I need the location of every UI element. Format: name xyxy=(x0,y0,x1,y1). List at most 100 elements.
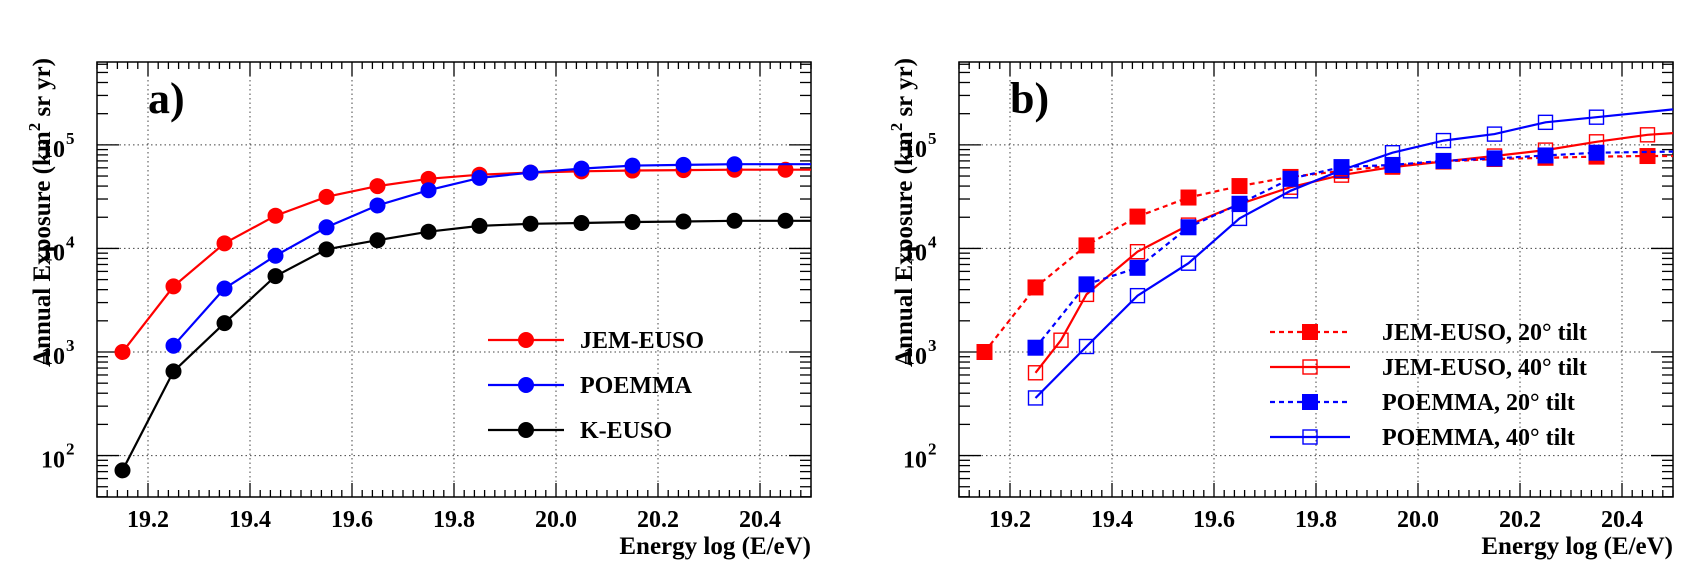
data-point: K-EUSO: 19.55, 9800 xyxy=(318,241,335,258)
legend-marker xyxy=(518,332,534,348)
y-tick-exponent: 5 xyxy=(66,129,75,148)
y-tick-exponent: 3 xyxy=(66,336,75,355)
y-tick-label: 10 xyxy=(41,240,65,266)
data-point: JEM-EUSO: 19.55, 31500 xyxy=(318,188,335,205)
data-point: POEMMA: 19.25, 1150 xyxy=(165,337,182,354)
series-poemma-20-tilt: POEMMA, 20° tilt: 19.25, 1100 POEMMA, 20°… xyxy=(1027,144,1674,356)
legend-marker xyxy=(1302,429,1318,445)
data-point: JEM-EUSO: 19.45, 20700 xyxy=(267,207,284,224)
data-point: POEMMA, 40° tilt: 19.95, 84000 xyxy=(1384,144,1401,161)
data-point: JEM-EUSO, 40° tilt: 19.3, 1300 xyxy=(1053,332,1069,348)
data-point: JEM-EUSO: 19.65, 40000 xyxy=(369,178,386,195)
data-point: JEM-EUSO, 20° tilt: 19.65, 40000 xyxy=(1231,178,1248,195)
data-point: JEM-EUSO, 40° tilt: 19.45, 9300 xyxy=(1129,243,1146,260)
data-point: POEMMA: 20.25, 64000 xyxy=(675,156,692,173)
x-tick-label: 20.4 xyxy=(739,507,781,533)
x-tick-label: 20.4 xyxy=(1601,507,1643,533)
data-point: JEM-EUSO, 20° tilt: 20.45, 78000 xyxy=(1639,148,1656,165)
y-tick-label: 10 xyxy=(41,137,65,163)
data-point: POEMMA, 20° tilt: 19.25, 1100 xyxy=(1027,339,1044,356)
data-point: POEMMA, 40° tilt: 19.45, 3500 xyxy=(1129,287,1146,304)
legend: JEM-EUSO, 20° tilt JEM-EUSO, 40° tilt POEM… xyxy=(1270,320,1587,451)
data-point: K-EUSO: 19.45, 5400 xyxy=(267,268,284,285)
data-point: POEMMA: 19.35, 4100 xyxy=(216,280,233,297)
data-point: K-EUSO: 20.25, 18200 xyxy=(675,213,692,230)
data-point: POEMMA: 19.55, 16000 xyxy=(318,219,335,236)
legend-label: K-EUSO xyxy=(580,418,672,444)
data-point: POEMMA, 20° tilt: 19.35, 4500 xyxy=(1078,276,1095,293)
x-tick-label: 19.8 xyxy=(1295,507,1337,533)
data-point: POEMMA, 40° tilt: 20.15, 127000 xyxy=(1486,126,1503,142)
data-point: POEMMA, 20° tilt: 19.55, 16000 xyxy=(1180,219,1197,236)
legend-marker xyxy=(1302,324,1318,340)
data-point: POEMMA, 40° tilt: 19.25, 360 xyxy=(1027,390,1044,406)
legend-marker xyxy=(518,422,534,438)
data-point: POEMMA: 20.35, 65000 xyxy=(726,156,743,173)
data-point: POEMMA, 20° tilt: 20.25, 79000 xyxy=(1537,147,1554,164)
data-point: POEMMA: 19.65, 26000 xyxy=(369,197,386,214)
data-point: JEM-EUSO, 20° tilt: 19.25, 4200 xyxy=(1027,279,1044,296)
data-point: JEM-EUSO, 20° tilt: 19.55, 31000 xyxy=(1180,189,1197,206)
y-tick-label: 10 xyxy=(903,137,927,163)
y-tick-exponent: 3 xyxy=(928,336,937,355)
series-k-euso: K-EUSO: 19.15, 72 K-EUSO: 19.25, 650 K-EUS… xyxy=(114,212,811,479)
data-point: POEMMA, 40° tilt: 19.75, 36000 xyxy=(1282,183,1299,199)
data-point: POEMMA: 20.15, 63000 xyxy=(624,157,641,174)
data-point: JEM-EUSO, 20° tilt: 19.35, 10700 xyxy=(1078,237,1095,254)
series-line xyxy=(1034,132,1674,374)
series-jem-euso: JEM-EUSO: 19.15, 1000 JEM-EUSO: 19.25, 43… xyxy=(114,161,811,360)
data-point: POEMMA, 20° tilt: 19.75, 47000 xyxy=(1282,170,1299,187)
legend-label: JEM-EUSO xyxy=(580,328,704,354)
y-axis-title: Annual Exposure (km2 sr yr) xyxy=(887,58,918,367)
series-line xyxy=(121,219,811,471)
x-tick-label: 19.6 xyxy=(331,507,373,533)
x-axis-title: Energy log (E/eV) xyxy=(619,533,811,560)
legend-label: JEM-EUSO, 20° tilt xyxy=(1382,320,1587,346)
data-point: K-EUSO: 19.15, 72 xyxy=(114,462,131,479)
data-point: POEMMA: 19.75, 36500 xyxy=(420,182,437,199)
data-point: POEMMA, 40° tilt: 20.35, 185000 xyxy=(1588,109,1605,125)
x-tick-label: 19.4 xyxy=(1091,507,1133,533)
data-point: JEM-EUSO: 19.35, 11200 xyxy=(216,235,233,252)
series-poemma-40-tilt: POEMMA, 40° tilt: 19.25, 360 POEMMA, 40° … xyxy=(1027,108,1674,406)
data-point: K-EUSO: 20.45, 18500 xyxy=(777,212,794,229)
data-point: JEM-EUSO, 20° tilt: 19.15, 1000 xyxy=(976,344,993,360)
y-tick-exponent: 5 xyxy=(928,129,937,148)
data-point: JEM-EUSO, 20° tilt: 19.45, 20300 xyxy=(1129,208,1146,225)
legend-marker xyxy=(1302,394,1318,410)
data-point: POEMMA, 20° tilt: 20.35, 84000 xyxy=(1588,144,1605,161)
data-point: K-EUSO: 20.35, 18500 xyxy=(726,212,743,229)
data-point: JEM-EUSO: 19.15, 1000 xyxy=(114,344,131,360)
legend: JEM-EUSO POEMMA K-EUSO xyxy=(488,328,704,444)
data-point: POEMMA: 19.85, 48000 xyxy=(471,169,488,186)
legend-label: POEMMA, 40° tilt xyxy=(1382,425,1575,451)
y-tick-exponent: 2 xyxy=(66,440,75,459)
data-point: K-EUSO: 19.85, 16500 xyxy=(471,217,488,234)
panel-label: b) xyxy=(1010,74,1049,123)
x-axis-title: Energy log (E/eV) xyxy=(1481,533,1673,560)
y-tick-label: 10 xyxy=(903,448,927,474)
x-tick-label: 19.2 xyxy=(127,507,169,533)
series-line xyxy=(1034,108,1674,399)
data-point: POEMMA, 40° tilt: 19.65, 19500 xyxy=(1231,210,1248,227)
legend-marker xyxy=(1302,359,1318,375)
data-point: POEMMA: 20.05, 59000 xyxy=(573,160,590,177)
y-tick-exponent: 4 xyxy=(928,232,937,251)
data-point: JEM-EUSO: 20.45, 57500 xyxy=(777,161,794,178)
x-tick-label: 20.0 xyxy=(1397,507,1439,533)
data-point: POEMMA: 19.95, 54000 xyxy=(522,164,539,181)
x-tick-label: 19.4 xyxy=(229,507,271,533)
data-point: JEM-EUSO, 40° tilt: 19.25, 630 xyxy=(1027,365,1044,381)
data-point: K-EUSO: 19.95, 17300 xyxy=(522,215,539,232)
y-tick-exponent: 4 xyxy=(66,232,75,251)
series-poemma: POEMMA: 19.25, 1150 POEMMA: 19.35, 4100 PO… xyxy=(165,156,811,354)
data-point: K-EUSO: 19.75, 14500 xyxy=(420,223,437,240)
legend-marker xyxy=(518,377,534,393)
legend-label: POEMMA, 20° tilt xyxy=(1382,390,1575,416)
x-tick-label: 20.2 xyxy=(1499,507,1541,533)
data-point: POEMMA: 19.45, 8500 xyxy=(267,247,284,264)
y-tick-label: 10 xyxy=(41,448,65,474)
